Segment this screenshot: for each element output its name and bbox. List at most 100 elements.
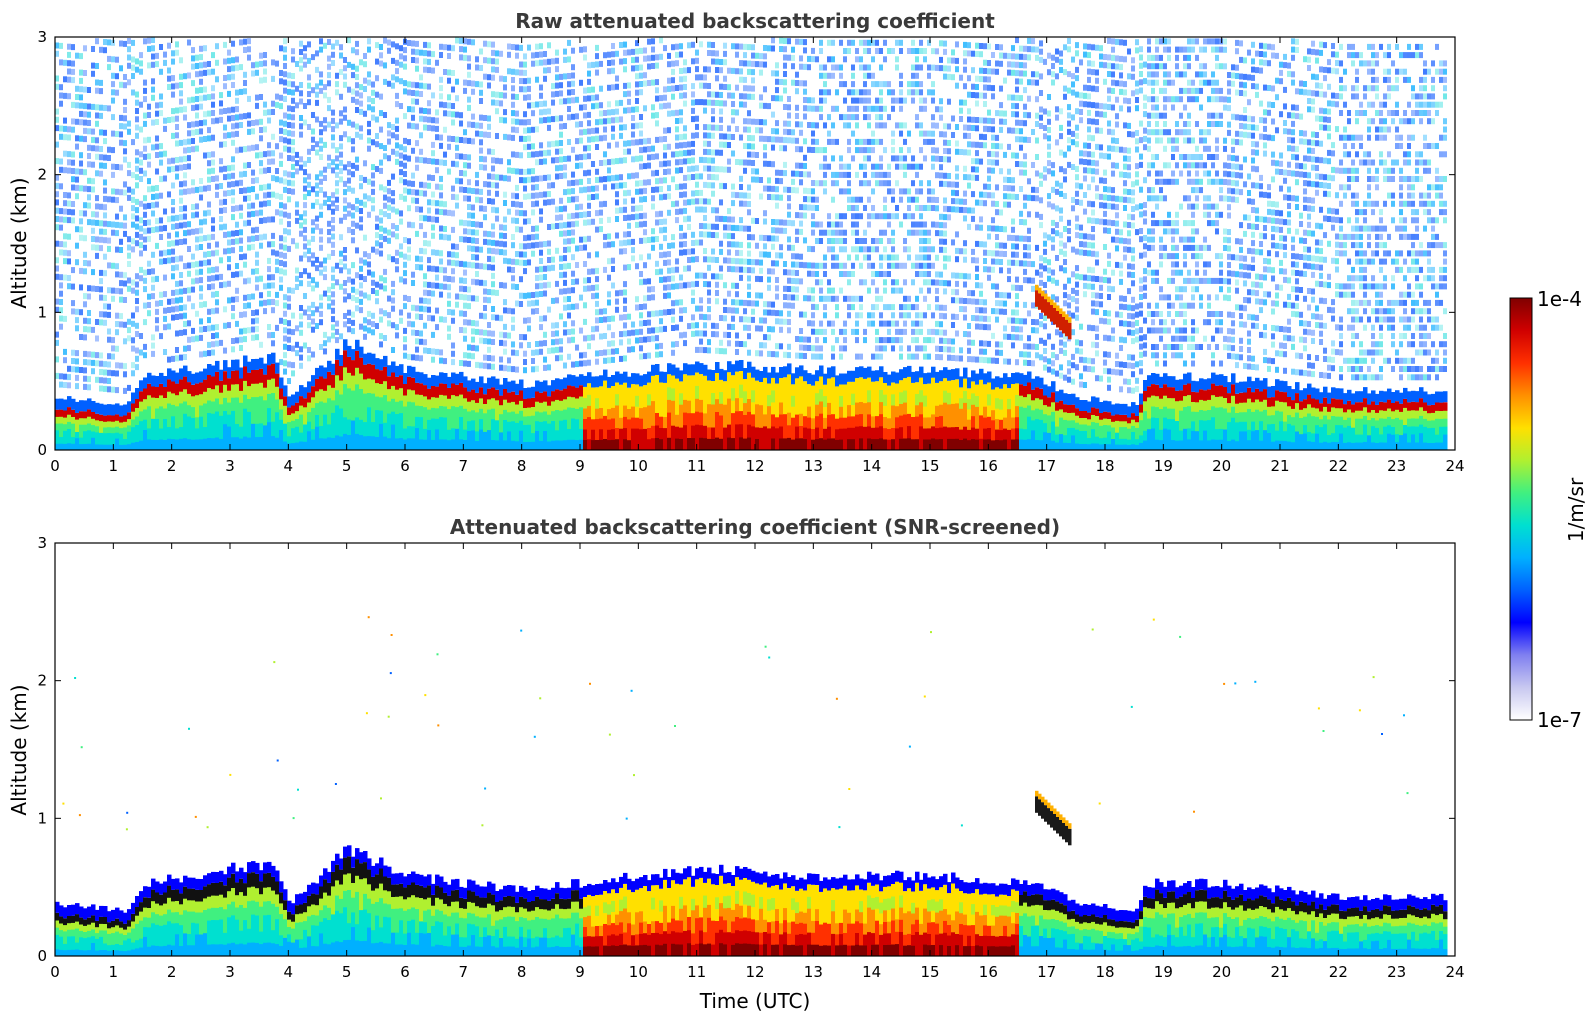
noise-cell [627, 189, 631, 196]
noise-cell [367, 195, 371, 202]
noise-cell [575, 220, 579, 227]
noise-cell [867, 114, 871, 121]
noise-cell [343, 296, 347, 303]
noise-cell [279, 70, 283, 76]
noise-cell [395, 76, 399, 83]
noise-cell [383, 78, 387, 85]
noise-cell [911, 155, 915, 162]
noise-cell [443, 275, 447, 282]
noise-cell [71, 366, 75, 373]
noise-cell [855, 337, 859, 344]
noise-cell [143, 302, 147, 309]
noise-cell [771, 111, 775, 118]
noise-cell [207, 259, 211, 266]
noise-cell [659, 252, 663, 259]
noise-cell [535, 283, 539, 290]
noise-cell [199, 351, 203, 358]
noise-cell [915, 196, 919, 203]
noise-cell [399, 218, 403, 225]
noise-cell [295, 284, 299, 290]
noise-cell [243, 71, 247, 78]
noise-cell [647, 336, 651, 343]
noise-cell [899, 196, 903, 203]
noise-cell [475, 279, 479, 286]
noise-cell [283, 96, 287, 102]
noise-cell [263, 200, 267, 207]
noise-cell [683, 340, 687, 347]
noise-cell [519, 135, 523, 142]
noise-cell [71, 159, 75, 166]
noise-cell [755, 127, 759, 134]
noise-cell [899, 337, 903, 344]
noise-cell [743, 341, 747, 348]
noise-cell [55, 265, 59, 272]
noise-cell [187, 229, 191, 236]
noise-cell [143, 195, 147, 202]
noise-cell [103, 237, 107, 244]
noise-cell [319, 145, 323, 152]
noise-cell [955, 272, 959, 279]
noise-cell [571, 229, 575, 236]
noise-cell [843, 337, 847, 344]
noise-cell [231, 205, 235, 212]
noise-cell [915, 56, 919, 63]
noise-cell [235, 106, 239, 113]
noise-cell [187, 221, 191, 228]
noise-cell [655, 326, 659, 333]
noise-cell [751, 160, 755, 166]
noise-cell [611, 241, 615, 248]
noise-cell [203, 326, 207, 332]
noise-cell [659, 37, 663, 44]
noise-cell [959, 74, 963, 81]
noise-cell [623, 231, 627, 238]
noise-cell [199, 301, 203, 308]
noise-cell [235, 130, 239, 137]
noise-cell [247, 277, 251, 284]
noise-cell [203, 259, 207, 266]
noise-cell [371, 114, 375, 121]
noise-cell [567, 56, 571, 63]
noise-cell [115, 362, 119, 369]
noise-cell [299, 131, 303, 138]
noise-cell [675, 142, 679, 149]
noise-cell [199, 70, 203, 77]
noise-cell [831, 138, 835, 145]
noise-cell [351, 171, 355, 178]
noise-cell [547, 124, 551, 131]
noise-cell [363, 251, 367, 258]
noise-cell [683, 241, 687, 247]
noise-cell [163, 249, 167, 256]
noise-cell [191, 204, 195, 210]
noise-cell [779, 37, 783, 44]
noise-cell [195, 244, 199, 251]
noise-cell [695, 99, 699, 106]
noise-cell [875, 246, 879, 253]
noise-cell [643, 262, 647, 269]
noise-cell [183, 114, 187, 121]
noise-cell [423, 83, 427, 90]
noise-cell [215, 117, 219, 124]
noise-cell [495, 99, 499, 106]
noise-cell [523, 359, 527, 365]
noise-cell [243, 336, 247, 343]
noise-cell [519, 292, 523, 299]
noise-cell [567, 39, 571, 46]
noise-cell [331, 109, 335, 116]
noise-cell [551, 83, 555, 90]
noise-cell [763, 317, 767, 324]
noise-cell [767, 309, 771, 316]
noise-cell [491, 66, 495, 73]
noise-cell [239, 345, 243, 351]
noise-cell [663, 94, 667, 101]
noise-cell [231, 156, 235, 163]
noise-cell [691, 140, 695, 147]
noise-cell [635, 188, 639, 195]
noise-cell [259, 151, 263, 158]
noise-cell [855, 320, 859, 327]
noise-cell [899, 304, 903, 311]
noise-cell [415, 90, 419, 97]
noise-cell [691, 289, 695, 296]
noise-cell [167, 166, 171, 173]
noise-cell [339, 44, 343, 51]
noise-cell [763, 334, 767, 341]
